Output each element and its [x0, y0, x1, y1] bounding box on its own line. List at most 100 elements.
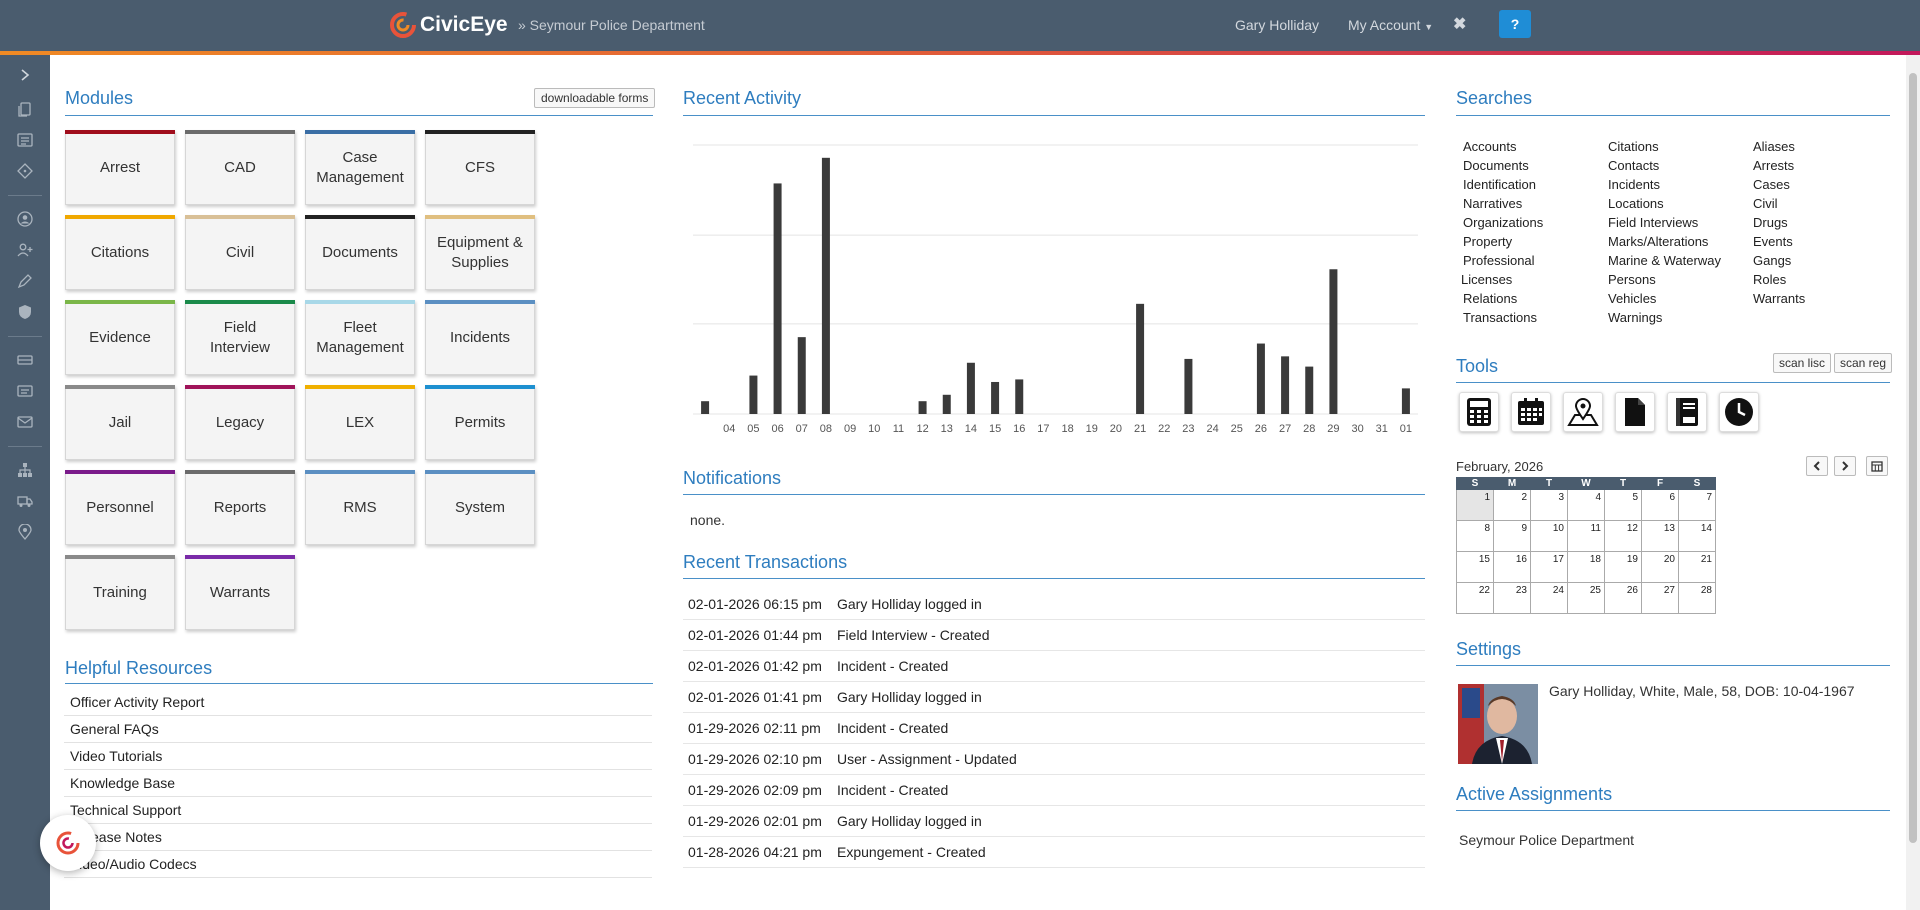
search-link[interactable]: Incidents: [1608, 177, 1661, 192]
chart-bar[interactable]: [821, 157, 830, 415]
calendar-day-cell[interactable]: 28: [1678, 582, 1716, 614]
help-button[interactable]: ?: [1499, 10, 1531, 38]
module-lex[interactable]: LEX: [305, 385, 415, 460]
search-link[interactable]: Warrants: [1753, 291, 1806, 306]
calendar-day-cell[interactable]: 10: [1530, 520, 1568, 552]
search-link[interactable]: Documents: [1463, 158, 1529, 173]
module-citations[interactable]: Citations: [65, 215, 175, 290]
module-cfs[interactable]: CFS: [425, 130, 535, 205]
module-evidence[interactable]: Evidence: [65, 300, 175, 375]
search-link[interactable]: Vehicles: [1608, 291, 1657, 306]
chart-bar[interactable]: [797, 337, 806, 414]
calendar-day-cell[interactable]: 11: [1567, 520, 1605, 552]
search-link[interactable]: Civil: [1753, 196, 1778, 211]
calendar-day-cell[interactable]: 27: [1641, 582, 1679, 614]
calendar-day-cell[interactable]: 1: [1456, 489, 1494, 521]
scan-registration-button[interactable]: scan reg: [1834, 353, 1893, 373]
calendar-day-cell[interactable]: 19: [1604, 551, 1642, 583]
search-link[interactable]: Organizations: [1463, 215, 1544, 230]
search-link[interactable]: Contacts: [1608, 158, 1660, 173]
resource-link[interactable]: Video/Audio Codecs: [64, 851, 652, 878]
module-legacy[interactable]: Legacy: [185, 385, 295, 460]
chart-bar[interactable]: [991, 381, 1000, 414]
module-training[interactable]: Training: [65, 555, 175, 630]
expand-icon[interactable]: [15, 65, 35, 85]
resource-link[interactable]: Release Notes: [64, 824, 652, 851]
calendar-day-cell[interactable]: 13: [1641, 520, 1679, 552]
module-jail[interactable]: Jail: [65, 385, 175, 460]
user-name-link[interactable]: Gary Holliday: [1235, 17, 1320, 33]
search-link[interactable]: Licenses: [1461, 272, 1513, 287]
chart-bar[interactable]: [701, 401, 710, 414]
chart-bar[interactable]: [1256, 343, 1265, 414]
chart-bar[interactable]: [942, 394, 951, 414]
search-link[interactable]: Cases: [1753, 177, 1790, 192]
clock-icon[interactable]: [1719, 392, 1759, 432]
search-link[interactable]: Marks/Alterations: [1608, 234, 1709, 249]
my-account-dropdown[interactable]: My Account ▼: [1348, 17, 1433, 33]
calendar-day-cell[interactable]: 16: [1493, 551, 1531, 583]
chart-bar[interactable]: [1281, 356, 1290, 414]
calendar-icon[interactable]: [1511, 392, 1551, 432]
calendar-next-button[interactable]: [1834, 456, 1856, 476]
chart-bar[interactable]: [749, 375, 758, 414]
module-equipment-supplies[interactable]: Equipment & Supplies: [425, 215, 535, 290]
module-civil[interactable]: Civil: [185, 215, 295, 290]
chart-bar[interactable]: [1015, 379, 1024, 414]
resource-link[interactable]: Knowledge Base: [64, 770, 652, 797]
calendar-day-cell[interactable]: 3: [1530, 489, 1568, 521]
book-icon[interactable]: [1667, 392, 1707, 432]
calendar-day-cell[interactable]: 22: [1456, 582, 1494, 614]
chart-bar[interactable]: [1136, 303, 1145, 414]
module-arrest[interactable]: Arrest: [65, 130, 175, 205]
calendar-day-cell[interactable]: 5: [1604, 489, 1642, 521]
pen-icon[interactable]: [15, 271, 35, 291]
calendar-day-cell[interactable]: 7: [1678, 489, 1716, 521]
search-link[interactable]: Transactions: [1463, 310, 1537, 325]
module-reports[interactable]: Reports: [185, 470, 295, 545]
calendar-day-cell[interactable]: 4: [1567, 489, 1605, 521]
chart-bar[interactable]: [773, 183, 782, 414]
search-link[interactable]: Persons: [1608, 272, 1656, 287]
vertical-scrollbar[interactable]: [1906, 55, 1920, 910]
scrollbar-thumb[interactable]: [1909, 73, 1917, 843]
search-link[interactable]: Relations: [1463, 291, 1518, 306]
downloadable-forms-button[interactable]: downloadable forms: [534, 88, 656, 108]
search-link[interactable]: Marine & Waterway: [1608, 253, 1721, 268]
module-field-interview[interactable]: Field Interview: [185, 300, 295, 375]
search-link[interactable]: Accounts: [1463, 139, 1517, 154]
calendar-day-cell[interactable]: 26: [1604, 582, 1642, 614]
calendar-prev-button[interactable]: [1806, 456, 1828, 476]
search-link[interactable]: Identification: [1463, 177, 1536, 192]
copy-icon[interactable]: [15, 99, 35, 119]
module-permits[interactable]: Permits: [425, 385, 535, 460]
resource-link[interactable]: Technical Support: [64, 797, 652, 824]
calendar-view-button[interactable]: [1866, 456, 1888, 476]
search-link[interactable]: Drugs: [1753, 215, 1788, 230]
search-link[interactable]: Events: [1753, 234, 1793, 249]
calendar-day-cell[interactable]: 23: [1493, 582, 1531, 614]
truck-icon[interactable]: [15, 491, 35, 511]
calendar-day-cell[interactable]: 2: [1493, 489, 1531, 521]
location-pin-icon[interactable]: [15, 522, 35, 542]
close-icon[interactable]: ✖: [1453, 16, 1467, 33]
support-chat-button[interactable]: [40, 815, 96, 871]
org-chart-icon[interactable]: [15, 460, 35, 480]
search-link[interactable]: Professional: [1463, 253, 1535, 268]
search-link[interactable]: Property: [1463, 234, 1513, 249]
shield-icon[interactable]: [15, 302, 35, 322]
resource-link[interactable]: General FAQs: [64, 716, 652, 743]
calendar-day-cell[interactable]: 8: [1456, 520, 1494, 552]
calculator-icon[interactable]: [1459, 392, 1499, 432]
calendar-day-cell[interactable]: 24: [1530, 582, 1568, 614]
search-link[interactable]: Roles: [1753, 272, 1787, 287]
calendar-day-cell[interactable]: 9: [1493, 520, 1531, 552]
calendar-day-cell[interactable]: 21: [1678, 551, 1716, 583]
app-logo[interactable]: CivicEye: [390, 12, 508, 38]
module-warrants[interactable]: Warrants: [185, 555, 295, 630]
tag-icon[interactable]: [15, 161, 35, 181]
module-incidents[interactable]: Incidents: [425, 300, 535, 375]
scan-license-button[interactable]: scan lisc: [1773, 353, 1832, 373]
module-documents[interactable]: Documents: [305, 215, 415, 290]
mail-icon[interactable]: [15, 412, 35, 432]
